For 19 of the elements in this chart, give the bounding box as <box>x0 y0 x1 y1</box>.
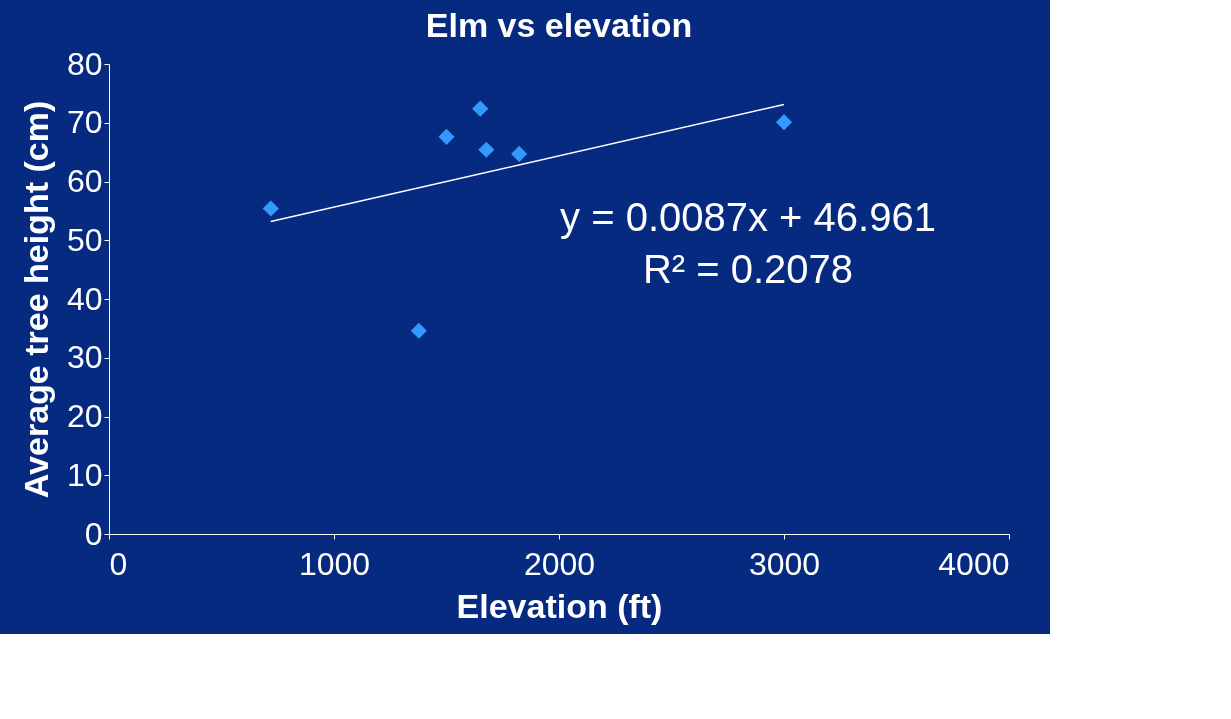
x-tick-label: 1000 <box>298 545 371 582</box>
x-tick-label: 4000 <box>938 545 1010 582</box>
x-axis-title: Elevation (ft) <box>456 586 663 625</box>
annotation: R² = 0.2078 <box>642 247 854 292</box>
y-tick-label: 40 <box>66 280 103 317</box>
x-tick-label: 0 <box>109 545 128 582</box>
y-tick-label: 30 <box>66 339 103 376</box>
y-tick-label: 70 <box>66 104 103 141</box>
x-tick-label: 3000 <box>748 545 821 582</box>
y-tick-label: 50 <box>66 221 103 258</box>
y-tick-label: 20 <box>66 398 103 434</box>
chart-title: Elm vs elevation <box>425 6 693 44</box>
y-tick-label: 10 <box>66 456 103 493</box>
annotation: y = 0.0087x + 46.961 <box>560 195 936 240</box>
y-tick-label: 80 <box>66 45 103 82</box>
y-axis-title: Average tree height (cm) <box>16 100 55 499</box>
y-tick-label: 0 <box>84 515 103 552</box>
y-tick-label: 60 <box>66 163 103 199</box>
x-tick-label: 2000 <box>523 545 596 582</box>
